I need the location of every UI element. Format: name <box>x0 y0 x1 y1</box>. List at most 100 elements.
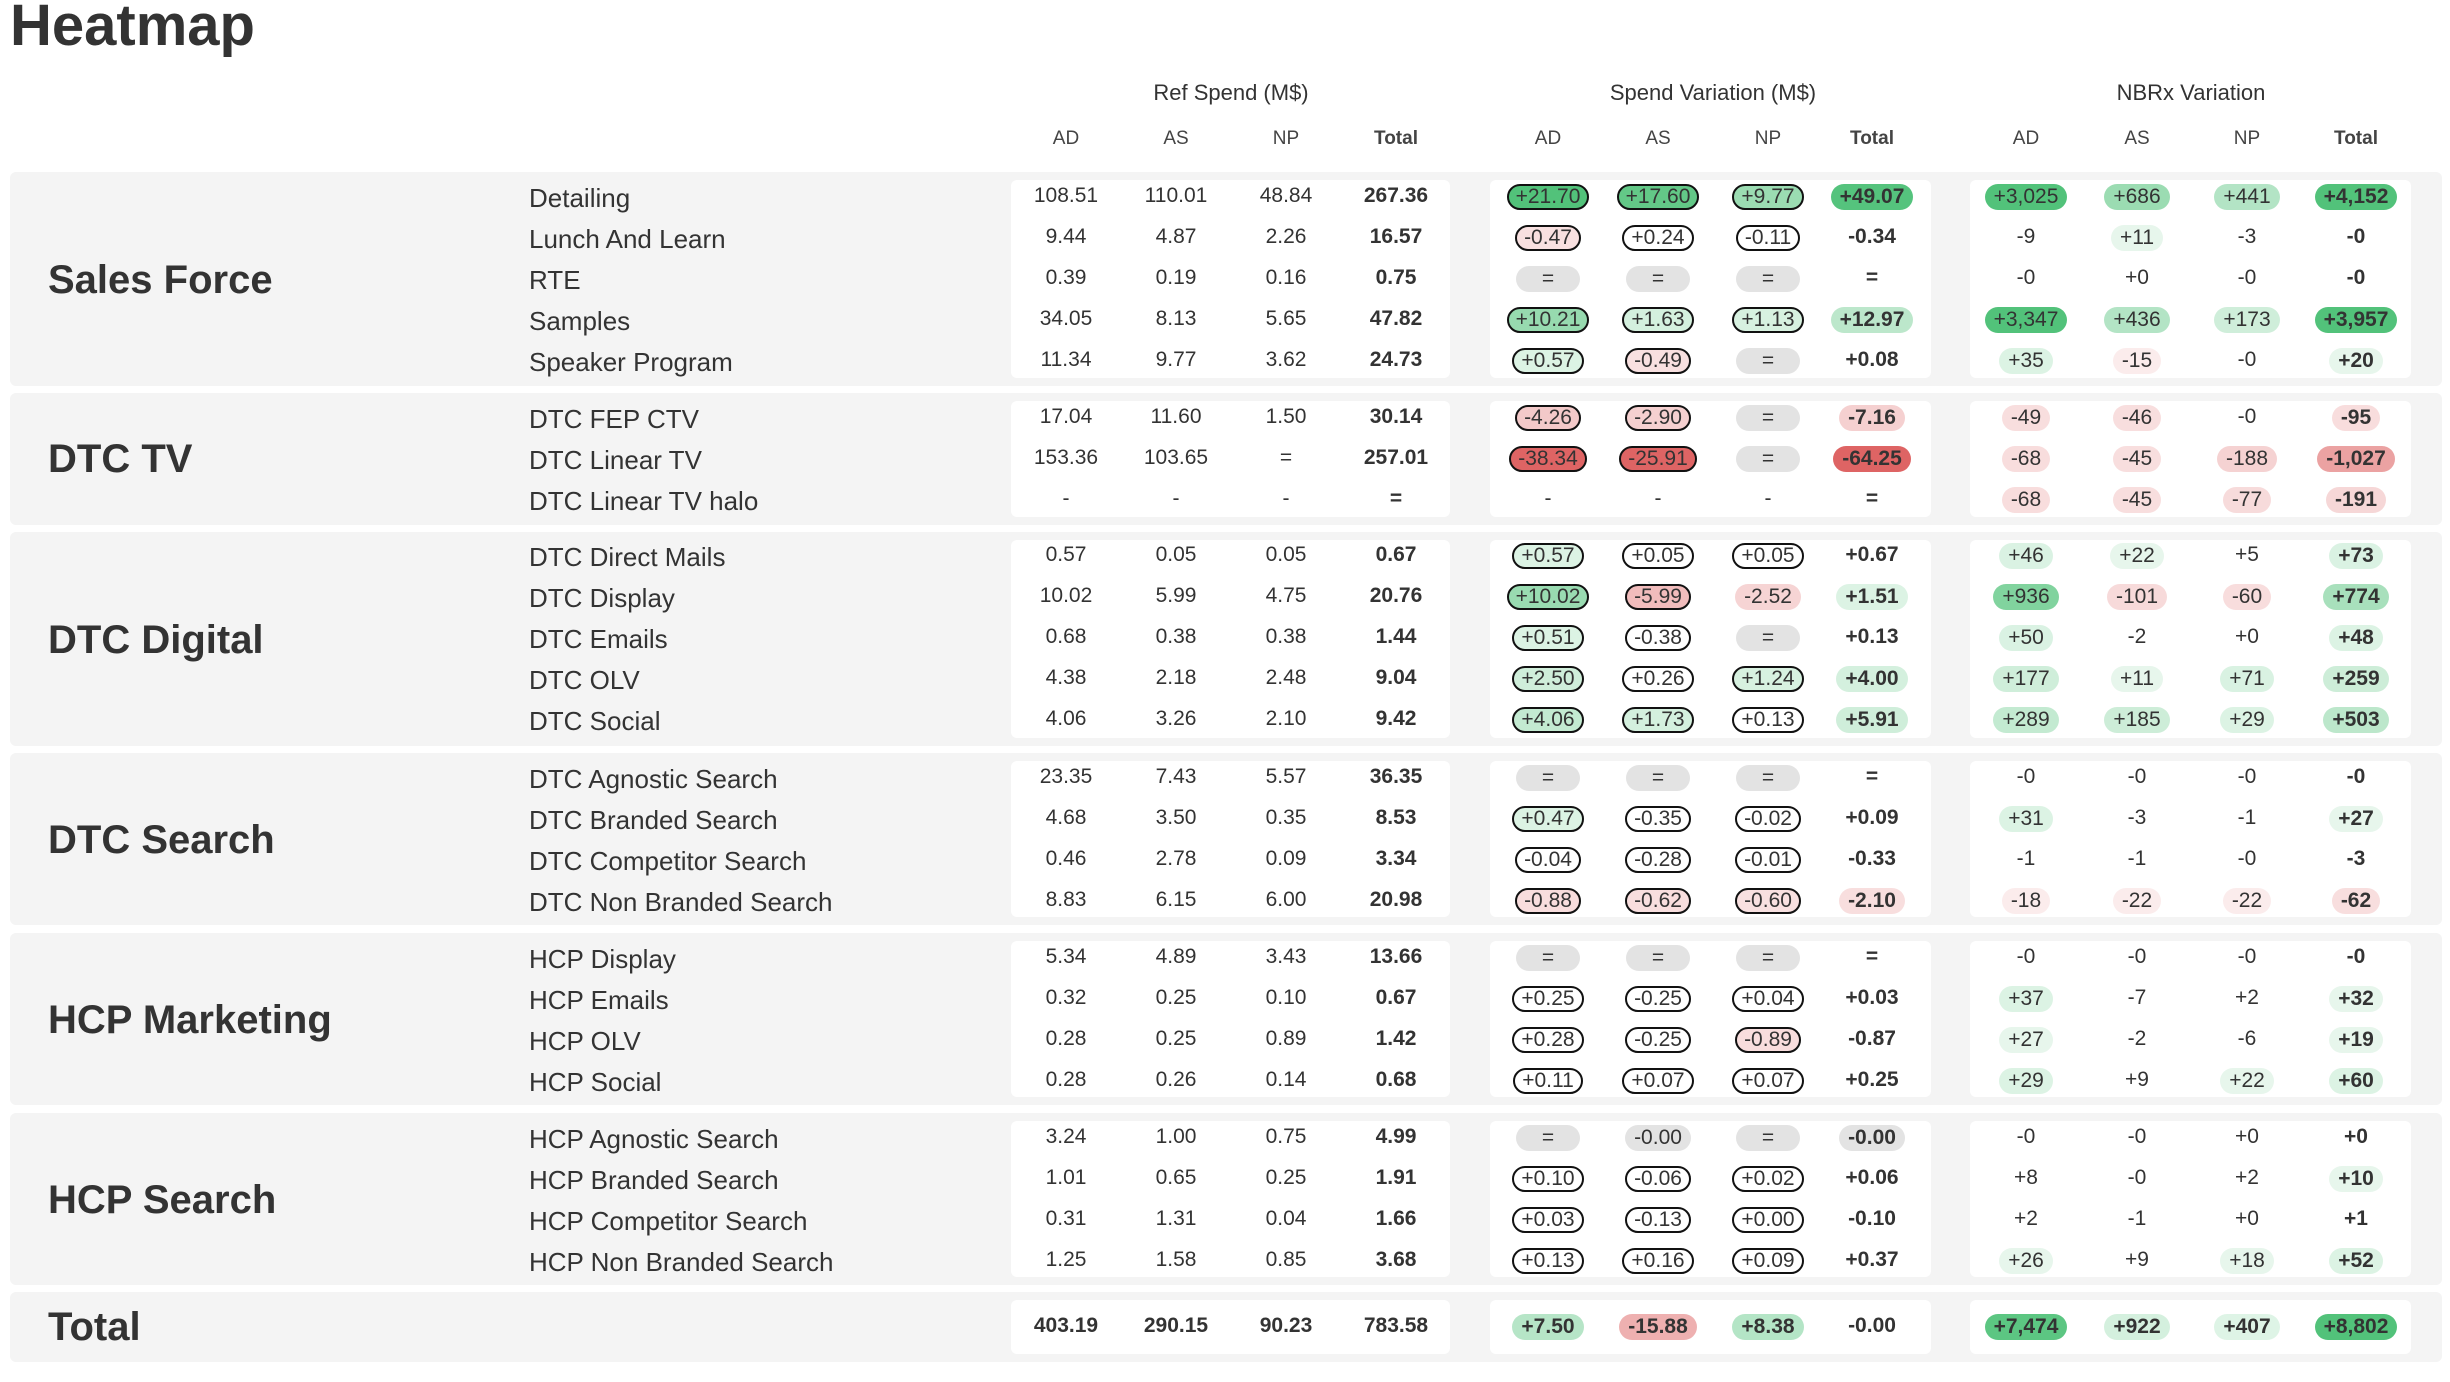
spend-ad-cell: +10.02 <box>1498 584 1598 610</box>
nbrx-value: -49 <box>2001 405 2051 431</box>
spend-value: = <box>1515 266 1581 292</box>
nbrx-as-cell: -22 <box>2087 888 2187 914</box>
spend-np-cell: = <box>1718 765 1818 791</box>
nbrx-value: +32 <box>2329 986 2383 1012</box>
spend-total-cell: = <box>1822 266 1922 290</box>
nbrx-value: +35 <box>1999 348 2053 374</box>
ref-total-cell: 0.67 <box>1346 543 1446 567</box>
spend-value: +1.24 <box>1732 666 1804 692</box>
spend-as-cell: +0.24 <box>1608 225 1708 251</box>
spend-value: -0.00 <box>1839 1125 1905 1151</box>
spend-value: +0.26 <box>1622 666 1694 692</box>
ref-value: 0.25 <box>1155 1027 1197 1050</box>
ref-ad-cell: 0.39 <box>1016 266 1116 290</box>
nbrx-value: +3,347 <box>1984 307 2068 333</box>
page-title: Heatmap <box>10 0 255 58</box>
ref-np-cell: 0.35 <box>1236 806 1336 830</box>
spend-as-cell: -0.06 <box>1608 1166 1708 1192</box>
ref-ad-cell: 1.01 <box>1016 1166 1116 1190</box>
ref-value: 0.32 <box>1045 986 1087 1009</box>
nbrx-value: -0 <box>2237 945 2257 968</box>
spend-np-cell: -2.52 <box>1718 584 1818 610</box>
ref-value: 1.66 <box>1375 1207 1417 1230</box>
spend-total-cell: +0.09 <box>1822 806 1922 830</box>
ref-value: 8.53 <box>1375 806 1417 829</box>
ref-value: 10.02 <box>1039 584 1093 607</box>
nbrx-value: +10 <box>2329 1166 2383 1192</box>
spend-np-cell: +0.13 <box>1718 707 1818 733</box>
spend-total-cell: -0.00 <box>1822 1125 1922 1151</box>
ref-value: 0.14 <box>1265 1068 1307 1091</box>
spend-as-cell: -0.35 <box>1608 806 1708 832</box>
nbrx-as-cell: -0 <box>2087 1125 2187 1149</box>
nbrx-total-cell: +27 <box>2306 806 2406 832</box>
spend-value: = <box>1735 625 1801 651</box>
spend-value: -0.60 <box>1735 888 1801 914</box>
nbrx-total-cell: +52 <box>2306 1248 2406 1274</box>
nbrx-total-cell: +10 <box>2306 1166 2406 1192</box>
nbrx-ad-cell: +7,474 <box>1976 1314 2076 1340</box>
nbrx-value: +936 <box>1993 584 2059 610</box>
nbrx-value: +52 <box>2329 1248 2383 1274</box>
ref-ad-cell: 10.02 <box>1016 584 1116 608</box>
ref-value: 5.99 <box>1155 584 1197 607</box>
ref-value: 0.04 <box>1265 1207 1307 1230</box>
ref-value: 110.01 <box>1144 184 1208 207</box>
nbrx-as-cell: +436 <box>2087 307 2187 333</box>
spend-value: +49.07 <box>1830 184 1914 210</box>
ref-total-cell: 16.57 <box>1346 225 1446 249</box>
nbrx-np-cell: -77 <box>2197 487 2297 513</box>
spend-value: +0.13 <box>1845 625 1899 648</box>
nbrx-as-cell: +0 <box>2087 266 2187 290</box>
spend-ad-cell: +0.13 <box>1498 1248 1598 1274</box>
ref-value: 9.42 <box>1375 707 1417 730</box>
spend-value: -38.34 <box>1509 446 1587 472</box>
nbrx-np-cell: -22 <box>2197 888 2297 914</box>
ref-total-cell: 257.01 <box>1346 446 1446 470</box>
spend-value: = <box>1515 1125 1581 1151</box>
ref-value: = <box>1279 446 1293 469</box>
spend-ad-cell: +0.28 <box>1498 1027 1598 1053</box>
ref-as-cell: 0.26 <box>1126 1068 1226 1092</box>
row-label: DTC Non Branded Search <box>529 887 833 917</box>
spend-total-cell: = <box>1822 765 1922 789</box>
ref-as-cell: 1.31 <box>1126 1207 1226 1231</box>
nbrx-as-cell: -0 <box>2087 1166 2187 1190</box>
ref-value: 4.06 <box>1045 707 1087 730</box>
ref-value: 5.65 <box>1265 307 1307 330</box>
ref-ad-cell: 9.44 <box>1016 225 1116 249</box>
spend-as-cell: = <box>1608 266 1708 292</box>
section-dtc-digital-ref-panel <box>1011 540 1450 738</box>
ref-ad-cell: 0.46 <box>1016 847 1116 871</box>
spend-np-cell: +1.24 <box>1718 666 1818 692</box>
nbrx-value: +11 <box>2110 666 2164 692</box>
column-header-as: AS <box>1645 128 1671 149</box>
spend-total-cell: = <box>1822 945 1922 969</box>
spend-as-cell: +0.26 <box>1608 666 1708 692</box>
nbrx-value: -0 <box>2016 765 2036 788</box>
spend-np-cell: -0.02 <box>1718 806 1818 832</box>
ref-total-cell: 36.35 <box>1346 765 1446 789</box>
nbrx-value: +26 <box>1999 1248 2053 1274</box>
ref-value: 1.50 <box>1265 405 1307 428</box>
spend-as-cell: +0.16 <box>1608 1248 1708 1274</box>
section-label: HCP Search <box>48 1178 277 1222</box>
nbrx-value: -0 <box>2016 945 2036 968</box>
nbrx-value: -0 <box>2346 765 2366 788</box>
ref-total-cell: 3.68 <box>1346 1248 1446 1272</box>
spend-value: +17.60 <box>1616 184 1700 210</box>
ref-value: 9.44 <box>1045 225 1087 248</box>
ref-as-cell: 7.43 <box>1126 765 1226 789</box>
spend-value: -0.06 <box>1625 1166 1691 1192</box>
spend-value: +0.05 <box>1732 543 1804 569</box>
nbrx-as-cell: +9 <box>2087 1068 2187 1092</box>
column-header-total: Total <box>1374 128 1418 149</box>
spend-as-cell: +0.05 <box>1608 543 1708 569</box>
spend-value: +8.38 <box>1732 1314 1804 1340</box>
spend-as-cell: -2.90 <box>1608 405 1708 431</box>
nbrx-value: -0 <box>2346 266 2366 289</box>
spend-total-cell: = <box>1822 487 1922 511</box>
ref-np-cell: 2.48 <box>1236 666 1336 690</box>
section-hcp-marketing-ref-panel <box>1011 941 1450 1097</box>
ref-value: 4.87 <box>1155 225 1197 248</box>
